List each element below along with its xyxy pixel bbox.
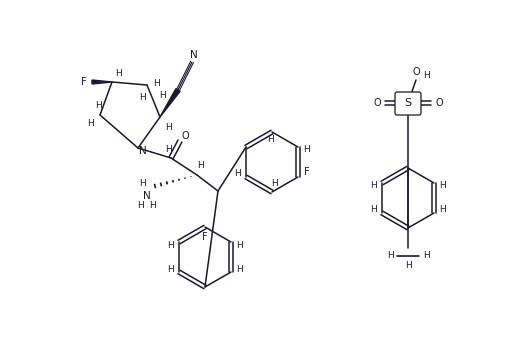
- Text: N: N: [139, 146, 147, 156]
- Text: H: H: [166, 265, 173, 274]
- Text: H: H: [234, 170, 240, 178]
- Text: H: H: [422, 252, 430, 260]
- Text: H: H: [422, 72, 430, 81]
- Text: H: H: [237, 265, 244, 274]
- Text: H: H: [439, 206, 446, 215]
- Text: H: H: [370, 206, 376, 215]
- Text: H: H: [405, 261, 412, 270]
- Text: H: H: [271, 179, 278, 188]
- Text: H: H: [149, 201, 156, 210]
- Text: O: O: [373, 98, 381, 108]
- Text: H: H: [116, 68, 123, 77]
- Text: H: H: [136, 201, 143, 210]
- Text: H: H: [370, 181, 376, 191]
- Text: H: H: [164, 146, 171, 155]
- Text: H: H: [303, 146, 310, 155]
- Text: H: H: [237, 240, 244, 250]
- Text: F: F: [304, 167, 310, 177]
- Text: F: F: [81, 77, 87, 87]
- Text: F: F: [202, 232, 208, 242]
- Text: H: H: [154, 79, 160, 88]
- Polygon shape: [160, 89, 180, 117]
- Text: H: H: [87, 119, 94, 127]
- Text: O: O: [181, 131, 189, 141]
- Text: S: S: [404, 98, 412, 108]
- Text: H: H: [164, 122, 171, 132]
- Text: H: H: [387, 252, 393, 260]
- Polygon shape: [92, 80, 112, 84]
- Text: H: H: [140, 179, 146, 188]
- Text: N: N: [143, 191, 151, 201]
- Text: H: H: [160, 90, 166, 99]
- Text: O: O: [412, 67, 420, 77]
- Text: O: O: [435, 98, 443, 108]
- Text: H: H: [267, 135, 273, 144]
- Text: H: H: [439, 181, 446, 191]
- FancyBboxPatch shape: [395, 92, 421, 115]
- Text: N: N: [190, 50, 198, 60]
- Text: H: H: [197, 162, 204, 171]
- Text: H: H: [140, 92, 146, 102]
- Text: H: H: [95, 102, 101, 111]
- Text: H: H: [166, 240, 173, 250]
